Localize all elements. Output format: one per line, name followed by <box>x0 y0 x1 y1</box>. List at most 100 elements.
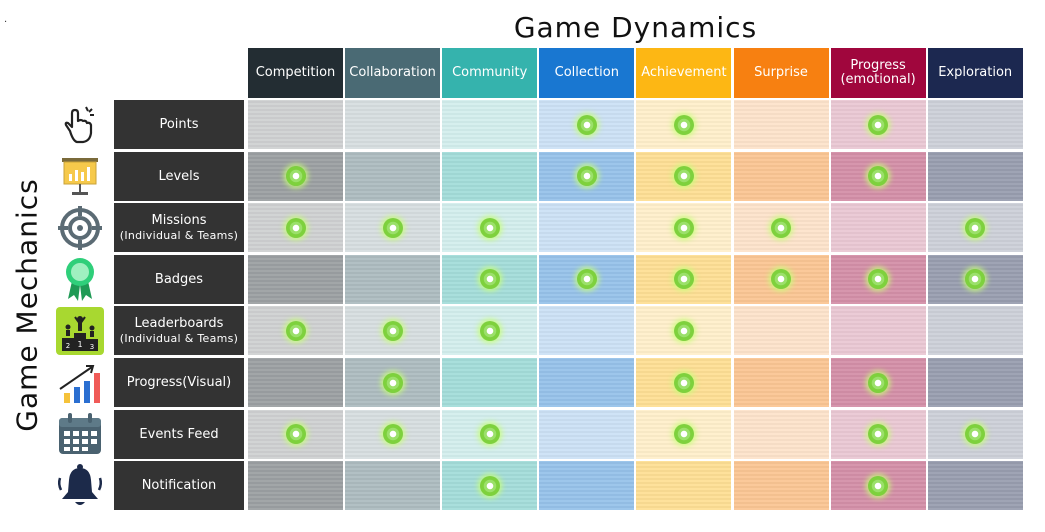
cell-missions-collaboration <box>345 203 441 253</box>
column-header-progress-emotional: Progress (emotional) <box>830 48 926 98</box>
marker-dot <box>965 217 986 238</box>
cell-missions-community <box>442 203 538 253</box>
marker-dot <box>673 424 694 445</box>
marker-dot <box>965 269 986 290</box>
cell-missions-competition <box>248 203 343 253</box>
cell-badges-achievement <box>636 254 732 304</box>
marker-dot <box>868 166 889 187</box>
cell-badges-community <box>442 254 538 304</box>
marker-dot <box>479 475 500 496</box>
marker-dot <box>479 217 500 238</box>
marker-dot <box>382 320 403 341</box>
cell-missions-surprise <box>733 203 829 253</box>
cell-points-collection <box>539 100 635 149</box>
cell-levels-community <box>442 151 538 201</box>
column-header-competition: Competition <box>248 48 343 98</box>
target-icon <box>56 204 104 252</box>
marker-dot <box>285 424 306 445</box>
marker-dot <box>576 166 597 187</box>
growth-chart-icon <box>56 359 104 407</box>
row-label: Progress(Visual) <box>126 375 232 390</box>
row-sublabel: (Individual & Teams) <box>119 228 239 242</box>
cell-events-feed-collection <box>539 409 635 459</box>
cell-notification-collaboration <box>345 461 441 511</box>
cell-leaderboards-surprise <box>733 306 829 356</box>
pointer-hand-icon <box>56 101 104 149</box>
row-label: Leaderboards <box>134 315 224 331</box>
cell-progress-visual-community <box>442 358 538 407</box>
corner-dot: . <box>4 14 8 25</box>
cell-progress-visual-achievement <box>636 358 732 407</box>
cell-missions-achievement <box>636 203 732 253</box>
cell-badges-collaboration <box>345 254 441 304</box>
row-header-points: Points <box>114 100 244 149</box>
cell-missions-collection <box>539 203 635 253</box>
cell-missions-exploration <box>927 203 1023 253</box>
cell-badges-surprise <box>733 254 829 304</box>
row-header-events-feed: Events Feed <box>114 409 244 459</box>
row-header-missions: Missions (Individual & Teams) <box>114 203 244 253</box>
cell-levels-surprise <box>733 151 829 201</box>
cell-progress-visual-surprise <box>733 358 829 407</box>
cell-levels-achievement <box>636 151 732 201</box>
row-label: Points <box>159 117 199 132</box>
cell-levels-progress-emotional <box>830 151 926 201</box>
marker-dot <box>576 269 597 290</box>
marker-dot <box>673 372 694 393</box>
cell-notification-achievement <box>636 461 732 511</box>
row-header-notification: Notification <box>114 461 244 511</box>
svg-text:1: 1 <box>77 340 82 349</box>
row-sublabel: (Individual & Teams) <box>119 331 239 345</box>
column-header-collaboration: Collaboration <box>345 48 441 98</box>
row-label: Levels <box>158 168 200 184</box>
side-title-text: Game Mechanics <box>10 178 44 432</box>
cell-notification-exploration <box>927 461 1023 511</box>
cell-points-competition <box>248 100 343 149</box>
column-header-community: Community <box>442 48 538 98</box>
ribbon-badge-icon <box>56 255 104 303</box>
cell-events-feed-progress-emotional <box>830 409 926 459</box>
cell-leaderboards-competition <box>248 306 343 356</box>
marker-dot <box>382 424 403 445</box>
marker-dot <box>382 217 403 238</box>
cell-events-feed-achievement <box>636 409 732 459</box>
marker-dot <box>868 424 889 445</box>
cell-leaderboards-collection <box>539 306 635 356</box>
cell-points-achievement <box>636 100 732 149</box>
column-header-collection: Collection <box>539 48 635 98</box>
marker-dot <box>576 114 597 135</box>
cell-progress-visual-exploration <box>927 358 1023 407</box>
row-label: Events Feed <box>139 426 219 442</box>
cell-events-feed-exploration <box>927 409 1023 459</box>
cell-leaderboards-collaboration <box>345 306 441 356</box>
cell-progress-visual-collaboration <box>345 358 441 407</box>
cell-levels-competition <box>248 151 343 201</box>
cell-progress-visual-competition <box>248 358 343 407</box>
marker-dot <box>673 269 694 290</box>
cell-points-surprise <box>733 100 829 149</box>
row-label: Missions <box>151 212 207 228</box>
cell-points-collaboration <box>345 100 441 149</box>
cell-levels-collaboration <box>345 151 441 201</box>
cell-progress-visual-collection <box>539 358 635 407</box>
marker-dot <box>285 166 306 187</box>
cell-badges-progress-emotional <box>830 254 926 304</box>
marker-dot <box>673 114 694 135</box>
marker-dot <box>868 372 889 393</box>
cell-events-feed-competition <box>248 409 343 459</box>
marker-dot <box>771 217 791 238</box>
marker-dot <box>285 217 306 238</box>
cell-points-exploration <box>927 100 1023 149</box>
cell-leaderboards-progress-emotional <box>830 306 926 356</box>
marker-dot <box>673 217 694 238</box>
cell-leaderboards-achievement <box>636 306 732 356</box>
cell-notification-collection <box>539 461 635 511</box>
presentation-chart-icon <box>56 152 104 200</box>
row-header-badges: Badges <box>114 254 244 304</box>
svg-text:3: 3 <box>90 343 94 351</box>
marker-dot <box>285 320 306 341</box>
diagram-title: Game Dynamics <box>513 11 758 44</box>
svg-text:2: 2 <box>66 342 70 350</box>
marker-dot <box>673 320 694 341</box>
marker-dot <box>965 424 986 445</box>
